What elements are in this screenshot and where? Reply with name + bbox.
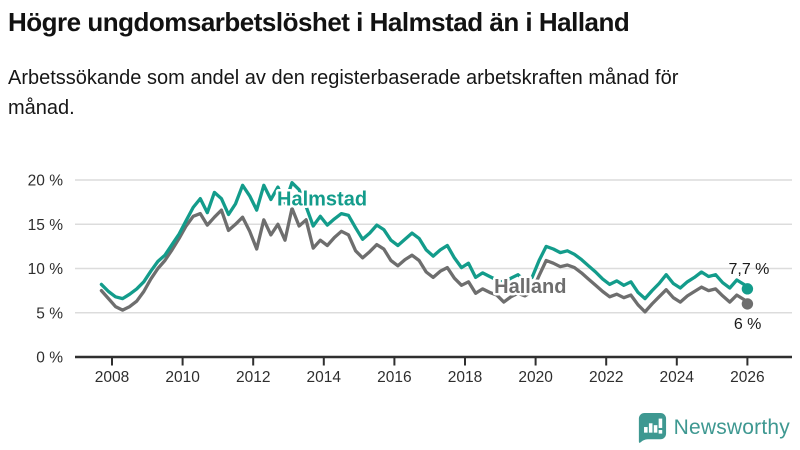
series-end-dot-halland	[741, 298, 754, 310]
series-line-halmstad	[99, 181, 750, 301]
page-subtitle: Arbetssökande som andel av den registerb…	[8, 66, 679, 119]
y-tick-label: 0 %	[36, 350, 63, 367]
end-value-label-halmstad: 7,7 %	[728, 261, 769, 278]
x-tick-label: 2026	[730, 369, 764, 386]
brand-footer: Newsworthy	[637, 412, 790, 443]
brand-name: Newsworthy	[673, 415, 790, 439]
x-tick-label: 2022	[589, 369, 623, 386]
x-tick-label: 2008	[95, 369, 129, 386]
y-tick-label: 15 %	[28, 217, 64, 234]
end-value-label-halland: 6 %	[734, 316, 762, 333]
series-label-halland: Halland	[494, 276, 566, 298]
y-tick-label: 20 %	[28, 173, 64, 190]
y-tick-label: 5 %	[36, 305, 63, 322]
x-tick-label: 2020	[518, 369, 553, 386]
y-tick-label: 10 %	[28, 261, 64, 278]
series-end-dot-halmstad	[741, 283, 754, 295]
series-label-halmstad: Halmstad	[277, 189, 367, 211]
unemployment-line-chart: 0 % 5 % 10 % 15 % 20 % 2008 2010 2012 2014 2016 20…	[28, 173, 792, 386]
x-tick-label: 2018	[448, 369, 482, 386]
page-title: Högre ungdomsarbetslöshet i Halmstad än …	[8, 7, 630, 37]
x-tick-label: 2012	[236, 369, 270, 386]
x-tick-label: 2010	[165, 369, 200, 386]
x-tick-label: 2016	[377, 369, 411, 386]
newsworthy-logo-icon	[637, 412, 667, 443]
series-line-halland	[99, 206, 750, 314]
x-tick-label: 2024	[660, 369, 695, 386]
x-tick-label: 2014	[307, 369, 342, 386]
